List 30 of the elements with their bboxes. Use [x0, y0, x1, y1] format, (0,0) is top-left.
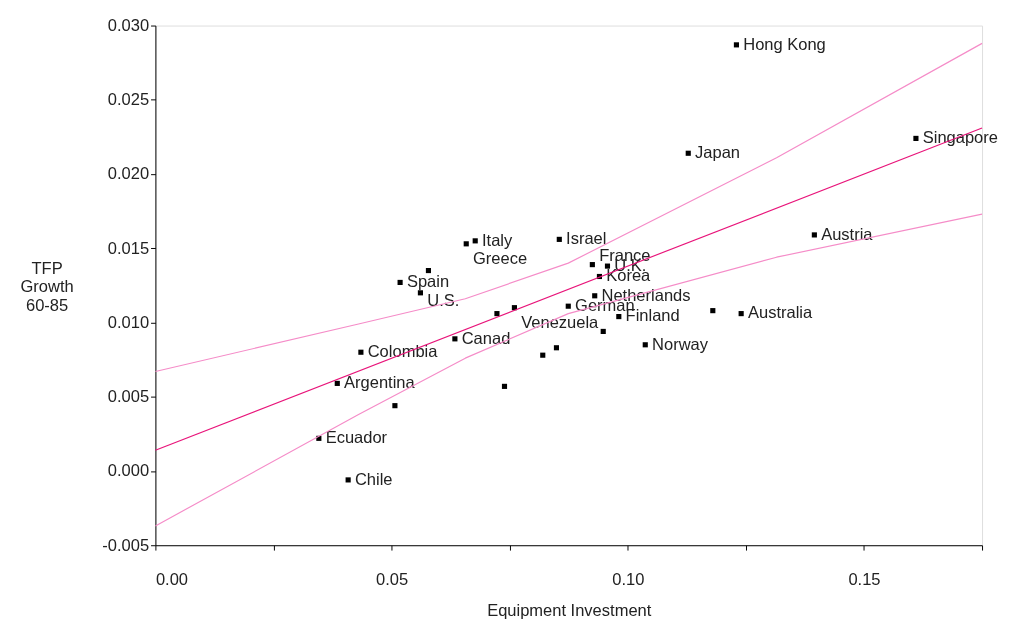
data-label: Argentina [344, 373, 416, 392]
data-label: Norway [652, 334, 709, 353]
x-axis-title: Equipment Investment [487, 600, 652, 619]
y-axis-title: TFP Growth 60-85 [20, 258, 74, 314]
data-label: U.S. [427, 291, 460, 310]
data-label: Austria [821, 224, 874, 243]
data-label: Australia [747, 303, 813, 322]
y-tick-label: 0.025 [107, 90, 150, 109]
y-tick-label: 0.005 [107, 387, 150, 406]
y-tick-label: 0.000 [107, 461, 150, 480]
data-label: Ecuador [325, 428, 388, 447]
data-label: Israel [566, 229, 607, 248]
x-tick-label: 0.05 [376, 569, 409, 588]
data-label: Chile [354, 469, 393, 488]
y-tick-label: -0.005 [102, 535, 150, 554]
data-label: Canad [461, 328, 511, 347]
data-label: Venezuela [521, 313, 600, 332]
line-series [154, 213, 983, 527]
x-tick-label: 0.10 [612, 569, 645, 588]
x-tick-label: 0.15 [848, 569, 881, 588]
x-tick-label: 0.00 [155, 569, 189, 588]
data-label: Japan [695, 143, 741, 162]
data-label: Hong Kong [743, 34, 826, 53]
data-label: Spain [406, 272, 450, 291]
y-tick-label: 0.015 [107, 238, 150, 257]
y-tick-label: 0.020 [107, 164, 150, 183]
y-tick-label: 0.030 [107, 15, 150, 34]
y-tick-label: 0.010 [107, 312, 150, 331]
data-label: Italy [482, 230, 514, 249]
data-label: Greece [473, 249, 528, 268]
